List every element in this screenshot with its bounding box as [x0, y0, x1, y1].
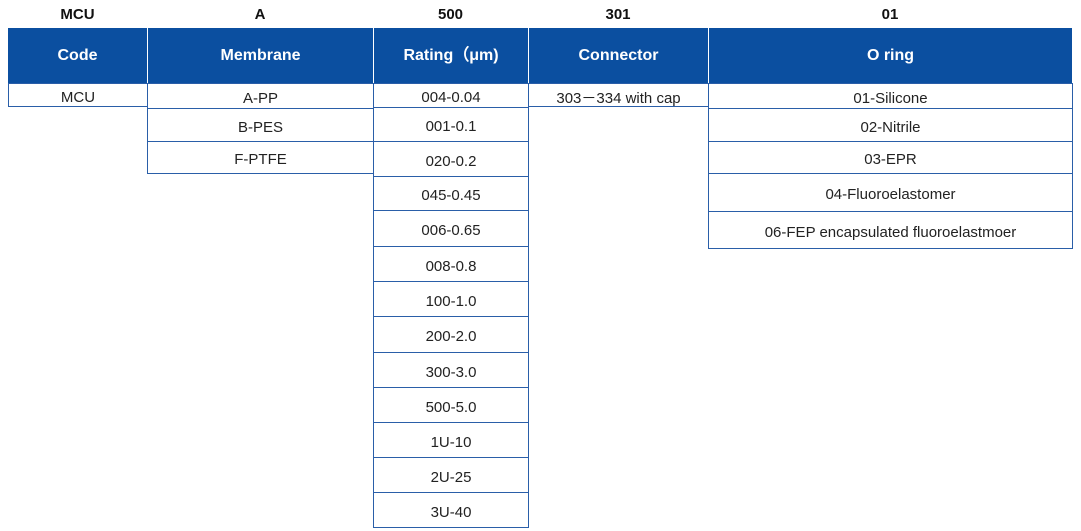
code-label: 01: [881, 6, 899, 23]
table-cell: 008-0.8: [373, 246, 529, 282]
code-label: A: [254, 6, 266, 23]
table-cell: 02-Nitrile: [708, 108, 1073, 142]
table-cell: 2U-25: [373, 457, 529, 493]
table-cell: 100-1.0: [373, 281, 529, 317]
column-header: Code: [8, 28, 147, 83]
table-cell: 03-EPR: [708, 141, 1073, 174]
code-label: MCU: [60, 6, 95, 23]
column-header: Connector: [528, 28, 708, 83]
table-cell: B-PES: [147, 108, 374, 142]
table-cell: A-PP: [147, 83, 374, 109]
table-cell: MCU: [8, 83, 148, 107]
table-cell: 303－334 with cap: [528, 83, 709, 107]
table-cell: 1U-10: [373, 422, 529, 458]
table-cell: 020-0.2: [373, 141, 529, 177]
table-cell: 006-0.65: [373, 210, 529, 247]
table-cell: 004-0.04: [373, 83, 529, 108]
column-header: Membrane: [147, 28, 373, 83]
table-cell: 200-2.0: [373, 316, 529, 353]
table-cell: 3U-40: [373, 492, 529, 528]
column-header: Rating（μm): [373, 28, 528, 83]
table-cell: 06-FEP encapsulated fluoroelastmoer: [708, 211, 1073, 249]
table-cell: 04-Fluoroelastomer: [708, 173, 1073, 212]
code-label: 301: [605, 6, 631, 23]
table-cell: F-PTFE: [147, 141, 374, 174]
column-header: O ring: [708, 28, 1072, 83]
table-cell: 01-Silicone: [708, 83, 1073, 109]
code-label: 500: [437, 6, 464, 23]
table-cell: 500-5.0: [373, 387, 529, 423]
table-cell: 001-0.1: [373, 107, 529, 142]
table-cell: 045-0.45: [373, 176, 529, 211]
table-cell: 300-3.0: [373, 352, 529, 388]
